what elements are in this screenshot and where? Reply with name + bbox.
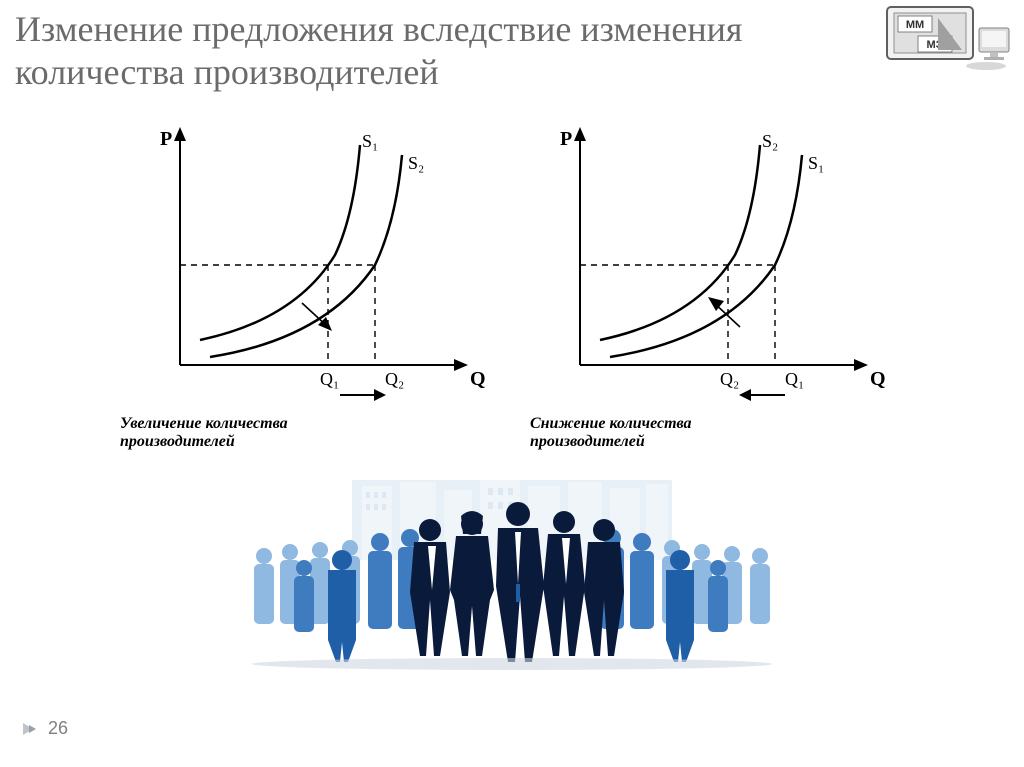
curve-s1-label: S₁ bbox=[362, 131, 378, 151]
branding-logo: MM МЭ bbox=[886, 6, 1016, 76]
x-axis-label: Q bbox=[870, 368, 886, 390]
x-axis-label: Q bbox=[470, 368, 486, 390]
slide-footer: 26 bbox=[20, 718, 68, 739]
curve-s2 bbox=[600, 145, 760, 340]
crowd-illustration bbox=[232, 472, 792, 672]
curve-s2-label: S₂ bbox=[762, 131, 778, 151]
curve-s1-label: S₁ bbox=[808, 153, 824, 173]
q1-tick: Q₁ bbox=[785, 369, 804, 389]
curve-s1 bbox=[610, 155, 802, 357]
page-number: 26 bbox=[48, 718, 68, 739]
curve-s1 bbox=[200, 145, 360, 340]
q2-tick: Q₂ bbox=[385, 369, 404, 389]
footer-bullet-icon bbox=[20, 720, 38, 738]
logo-top-text: MM bbox=[906, 19, 924, 31]
chart-right-caption: Снижение количествапроизводителей bbox=[530, 415, 692, 452]
y-axis-label: P bbox=[560, 128, 572, 150]
charts-container: P Q S₁ S₂ Q₁ Q₂ Увеличение количествапро… bbox=[130, 115, 890, 425]
chart-increase-producers: P Q S₁ S₂ Q₁ Q₂ Увеличение количествапро… bbox=[130, 115, 490, 425]
slide-title: Изменение предложения вследствие изменен… bbox=[15, 8, 885, 94]
q2-tick: Q₂ bbox=[720, 369, 739, 389]
curve-s2-label: S₂ bbox=[408, 153, 424, 173]
curve-s2 bbox=[210, 155, 402, 357]
y-axis-label: P bbox=[160, 128, 172, 150]
chart-decrease-producers: P Q S₂ S₁ Q₂ Q₁ Снижение количествапроиз… bbox=[530, 115, 890, 425]
q1-tick: Q₁ bbox=[320, 369, 339, 389]
chart-left-caption: Увеличение количествапроизводителей bbox=[120, 415, 288, 452]
